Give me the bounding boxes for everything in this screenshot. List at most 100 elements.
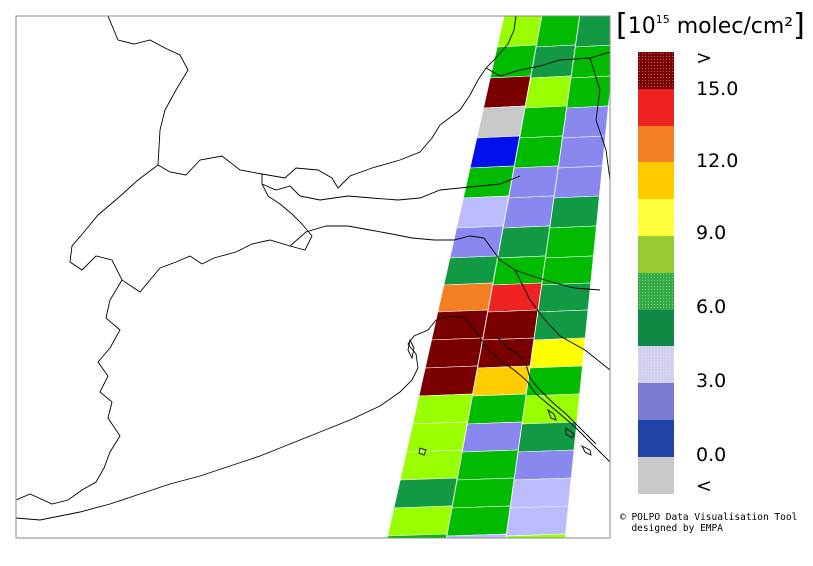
legend-label: 15.0	[696, 78, 739, 100]
swath-pixel	[553, 165, 603, 199]
credit-line-1: © POLPO Data Visualisation Tool	[620, 512, 798, 523]
swath-pixel	[562, 105, 609, 139]
swath-pixel	[393, 477, 458, 509]
swath-pixel	[509, 477, 572, 509]
legend-label: 0.0	[696, 444, 727, 466]
unit-label: [1015 molec/cm²]	[616, 6, 806, 43]
legend-label: 3.0	[696, 370, 727, 392]
swath-pixel	[482, 309, 539, 341]
swath-pixel	[424, 337, 484, 369]
island-1	[547, 408, 557, 421]
swath-pixel	[545, 225, 597, 259]
swath-pixel	[483, 75, 531, 109]
swath-pixel	[437, 282, 494, 313]
legend-swatch	[638, 236, 674, 273]
border-france-italy	[16, 279, 123, 505]
swath-pixel	[386, 533, 448, 538]
legend-label: 9.0	[696, 222, 727, 244]
swath-pixel	[513, 449, 575, 481]
swath-pixel	[487, 282, 543, 313]
legend-swatch	[638, 88, 674, 126]
swath-pixel	[399, 449, 463, 481]
map-frame	[15, 15, 611, 539]
lake-garda	[407, 338, 415, 360]
border-austria-italy	[289, 225, 485, 247]
swath-pixel	[505, 505, 569, 537]
swath-pixel	[406, 421, 468, 453]
legend-swatch	[638, 272, 674, 310]
swath-pixel	[575, 16, 610, 48]
swath-pixel	[412, 393, 473, 425]
unit-rest: molec/cm²	[669, 14, 794, 39]
legend-label: 12.0	[696, 150, 739, 172]
swath-pixel	[537, 282, 592, 313]
swath-pixel	[529, 337, 586, 369]
country-borders	[16, 16, 610, 521]
unit-exponent: 15	[655, 13, 670, 26]
border-croatia	[514, 269, 610, 371]
coast-istria	[497, 337, 597, 445]
swath-pixel	[519, 105, 568, 139]
swath-pixel	[497, 225, 551, 259]
swath-pixel	[443, 255, 499, 286]
legend-label: 6.0	[696, 296, 727, 318]
swath-pixel	[502, 195, 555, 229]
swath-pixel	[524, 75, 572, 109]
swath-pixel	[549, 195, 600, 229]
legend-swatch	[638, 383, 674, 420]
legend-label: <	[696, 475, 712, 497]
swath-pixel	[541, 255, 594, 286]
credit-line-2: designed by EMPA	[620, 523, 723, 534]
swath-pixel	[513, 135, 563, 169]
legend-swatch	[638, 346, 674, 384]
legend-swatch	[638, 199, 674, 236]
border-slovenia	[483, 237, 601, 291]
border-liechtenstein	[261, 183, 301, 197]
legend-swatch	[638, 52, 674, 89]
border-austria-hungary	[589, 57, 610, 181]
swath-pixel	[476, 105, 526, 139]
legend-swatch	[638, 309, 674, 347]
island-sea	[418, 447, 427, 456]
swath-pixel	[566, 75, 610, 109]
unit-close-bracket: ]	[793, 8, 805, 43]
swath-pixel	[446, 505, 511, 537]
swath-pixel	[451, 477, 515, 509]
unit-open-bracket: [	[616, 8, 628, 43]
swath-pixel	[517, 421, 578, 453]
swath-pixel	[469, 135, 521, 169]
swath-pixel	[387, 505, 453, 537]
swath-pixel	[461, 421, 523, 453]
swath-pixel	[467, 393, 527, 425]
island-3	[580, 444, 592, 456]
legend-swatch	[638, 125, 674, 163]
credit-text: © POLPO Data Visualisation Tool designed…	[620, 512, 797, 534]
legend-swatch	[638, 420, 674, 457]
legend-swatch	[638, 162, 674, 200]
swath-pixel	[533, 309, 589, 341]
coast-venice	[435, 315, 610, 463]
swath-pixel	[456, 449, 519, 481]
satellite-swath	[386, 16, 610, 538]
swath-pixel	[418, 365, 478, 397]
swath-pixel	[557, 135, 606, 169]
legend-swatch	[638, 456, 674, 494]
border-france-germany	[107, 16, 517, 189]
swath-pixel	[489, 44, 537, 79]
swath-pixel	[462, 165, 515, 199]
swath-pixel	[530, 44, 576, 79]
island-2	[565, 427, 575, 439]
coast-italy-east	[16, 319, 437, 521]
unit-base: 10	[627, 14, 656, 39]
legend-label: >	[696, 47, 712, 69]
swath-pixel	[456, 195, 510, 229]
border-austria-germany	[299, 175, 521, 201]
swath-pixel	[570, 44, 610, 79]
swath-pixel	[431, 309, 489, 341]
swath-pixel	[472, 365, 531, 397]
swath-pixel	[508, 165, 559, 199]
swath-pixel	[446, 533, 507, 538]
border-switzerland	[69, 164, 313, 293]
swath-pixel	[505, 533, 566, 538]
